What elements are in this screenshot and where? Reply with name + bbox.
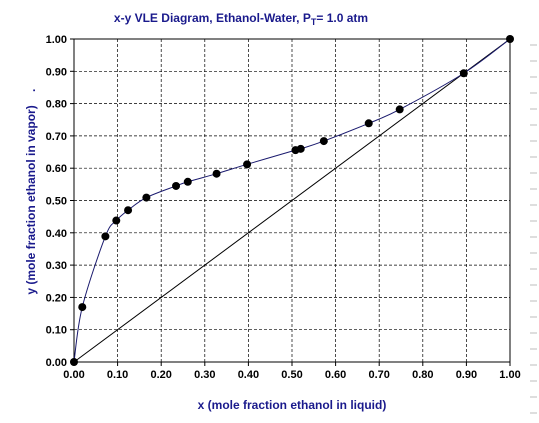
data-point [243, 160, 252, 169]
y-tick-label: 0.00 [46, 357, 67, 369]
y-tick-label: 0.80 [46, 99, 67, 111]
chart-title: x-y VLE Diagram, Ethanol-Water, PT= 1.0 … [114, 11, 368, 27]
y-tick-label: 0.10 [46, 325, 67, 337]
x-tick-label: 0.20 [150, 369, 171, 381]
data-point [395, 105, 404, 114]
right-edge-dashes [530, 44, 537, 414]
y-axis-label-dot: . [24, 89, 38, 92]
chart-title-subscript: T [311, 17, 317, 27]
y-tick-label: 0.20 [46, 292, 67, 304]
data-point [296, 144, 305, 153]
x-tick-label: 0.10 [107, 369, 128, 381]
data-point [212, 169, 221, 178]
y-tick-label: 0.70 [46, 131, 67, 143]
data-points [70, 35, 514, 366]
data-point [319, 137, 328, 146]
y-tick-label: 0.60 [46, 163, 67, 175]
y-tick-label: 0.30 [46, 260, 67, 272]
x-tick-label: 0.50 [281, 369, 302, 381]
x-tick-label: 0.00 [63, 369, 84, 381]
x-tick-label: 0.30 [194, 369, 215, 381]
x-tick-label: 0.90 [456, 369, 477, 381]
y-tick-label: 0.50 [46, 196, 67, 208]
x-tick-label: 0.60 [325, 369, 346, 381]
chart-title-prefix: x-y VLE Diagram, Ethanol-Water, P [114, 11, 311, 25]
data-point [112, 216, 121, 225]
x-tick-label: 0.80 [412, 369, 433, 381]
y-tick-label: 0.90 [46, 66, 67, 78]
data-point [101, 232, 110, 241]
data-point [124, 206, 133, 215]
x-axis-label: x (mole fraction ethanol in liquid) [198, 398, 387, 412]
x-tick-label: 1.00 [499, 369, 520, 381]
data-point [183, 177, 192, 186]
data-point [142, 193, 151, 202]
y-tick-label: 1.00 [46, 34, 67, 46]
x-tick-label: 0.70 [368, 369, 389, 381]
data-point [459, 69, 468, 78]
data-point [78, 303, 87, 312]
data-point [506, 35, 514, 43]
y-tick-labels: 0.00 0.10 0.20 0.30 0.40 0.50 0.60 0.70 0.80 0.90… [46, 34, 74, 369]
x-tick-labels: 0.00 0.10 0.20 0.30 0.40 0.50 0.60 0.70 0.80 0.90… [63, 362, 521, 381]
diagonal-line-segment [73, 38, 511, 363]
data-point [364, 119, 373, 128]
y-tick-label: 0.40 [46, 228, 67, 240]
y-axis-label: y (mole fraction ethanol in vapor) [24, 105, 38, 294]
chart-title-suffix: = 1.0 atm [316, 11, 368, 25]
diagonal-line [73, 38, 511, 363]
x-tick-label: 0.40 [238, 369, 259, 381]
data-point [172, 181, 181, 190]
